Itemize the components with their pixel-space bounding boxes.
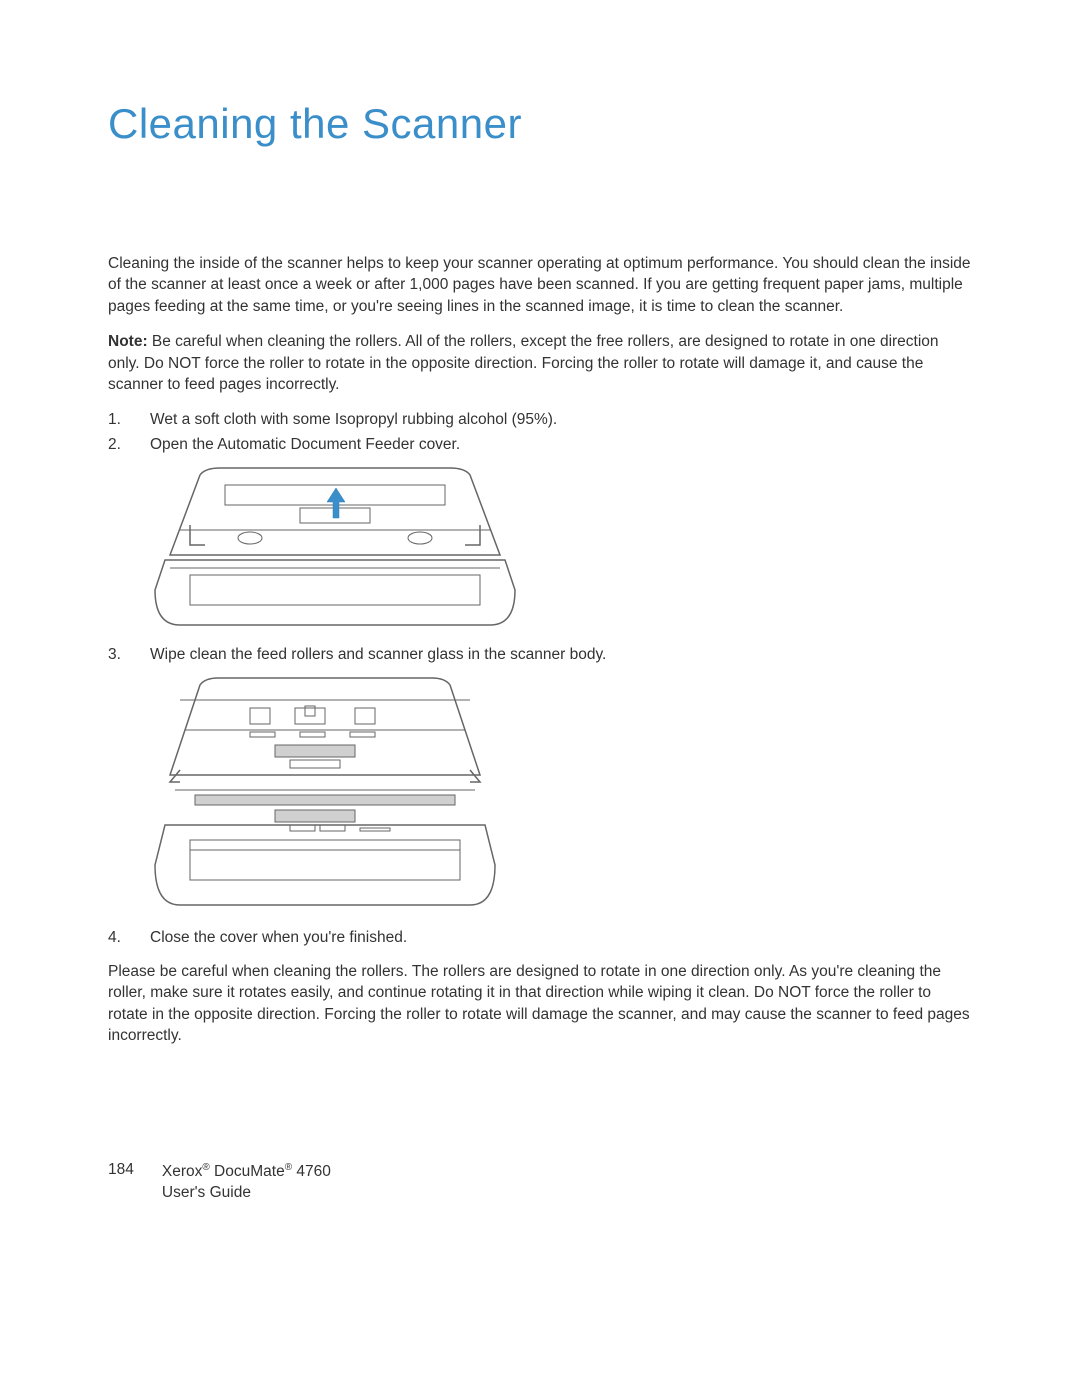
footer-product-info: Xerox® DocuMate® 4760 User's Guide — [162, 1161, 331, 1204]
footer-brand: Xerox — [162, 1163, 203, 1180]
scanner-open-icon — [150, 460, 520, 635]
registered-mark: ® — [285, 1162, 292, 1173]
illustration-scanner-cover — [108, 460, 972, 640]
registered-mark: ® — [202, 1162, 209, 1173]
note-paragraph: Note: Be careful when cleaning the rolle… — [108, 331, 972, 395]
step-text: Wipe clean the feed rollers and scanner … — [150, 646, 606, 663]
page-number: 184 — [108, 1161, 134, 1179]
page-title: Cleaning the Scanner — [108, 100, 972, 148]
steps-list: 1. Wet a soft cloth with some Isopropyl … — [108, 409, 972, 455]
step-2: 2. Open the Automatic Document Feeder co… — [108, 434, 972, 455]
steps-list-continued: 3. Wipe clean the feed rollers and scann… — [108, 644, 972, 665]
footer-guide-label: User's Guide — [162, 1183, 331, 1204]
step-text: Close the cover when you're finished. — [150, 929, 407, 946]
footer-product: DocuMate — [210, 1163, 285, 1180]
scanner-rollers-icon — [150, 670, 500, 918]
note-label: Note: — [108, 333, 148, 350]
page-footer: 184 Xerox® DocuMate® 4760 User's Guide — [108, 1161, 331, 1204]
note-text: Be careful when cleaning the rollers. Al… — [108, 333, 939, 393]
intro-paragraph: Cleaning the inside of the scanner helps… — [108, 253, 972, 317]
closing-paragraph: Please be careful when cleaning the roll… — [108, 961, 972, 1047]
steps-list-final: 4. Close the cover when you're finished. — [108, 927, 972, 948]
step-text: Wet a soft cloth with some Isopropyl rub… — [150, 411, 557, 428]
step-1: 1. Wet a soft cloth with some Isopropyl … — [108, 409, 972, 430]
step-number: 1. — [108, 409, 121, 430]
step-number: 4. — [108, 927, 121, 948]
step-4: 4. Close the cover when you're finished. — [108, 927, 972, 948]
step-number: 3. — [108, 644, 121, 665]
illustration-scanner-rollers — [108, 670, 972, 923]
step-3: 3. Wipe clean the feed rollers and scann… — [108, 644, 972, 665]
step-number: 2. — [108, 434, 121, 455]
step-text: Open the Automatic Document Feeder cover… — [150, 436, 460, 453]
footer-model: 4760 — [292, 1163, 331, 1180]
